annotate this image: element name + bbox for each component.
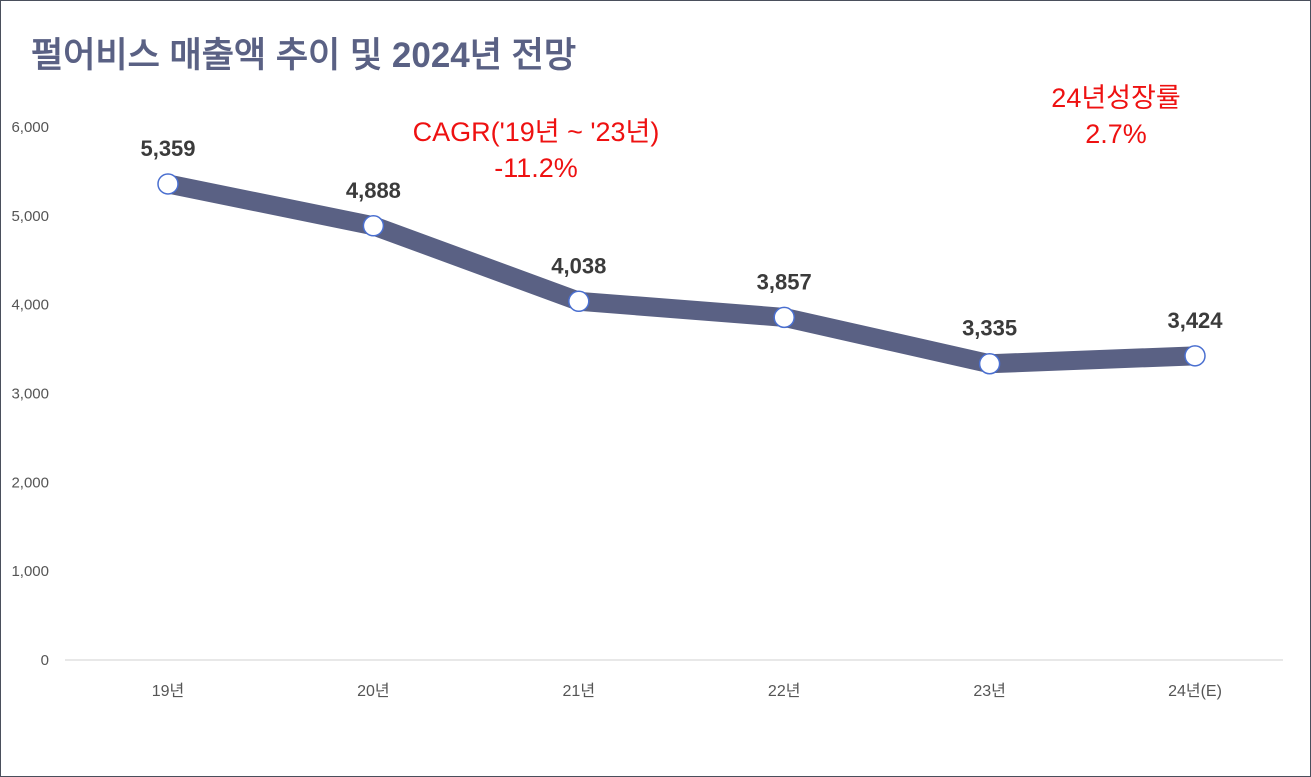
data-label: 3,857 [757, 269, 812, 294]
cagr-annotation-title: CAGR('19년 ~ '23년) [412, 117, 660, 147]
x-axis: 19년 20년 21년 22년 23년 24년(E) [152, 682, 1222, 700]
series-line [166, 174, 1196, 374]
data-point-marker [362, 215, 385, 237]
y-tick-label: 4,000 [11, 297, 49, 314]
x-tick-label: 22년 [768, 682, 801, 700]
data-label: 4,038 [551, 253, 606, 278]
y-tick-label: 2,000 [11, 474, 49, 491]
x-tick-label: 19년 [152, 682, 185, 700]
markers [157, 173, 1206, 375]
y-tick-label: 6,000 [11, 119, 49, 136]
growth-annotation-value: 2.7% [1085, 119, 1147, 149]
cagr-annotation: CAGR('19년 ~ '23년) -11.2% [386, 114, 686, 186]
x-tick-label: 21년 [563, 682, 596, 700]
x-tick-label: 20년 [357, 682, 390, 700]
y-axis: 0 1,000 2,000 3,000 4,000 5,000 6,000 [11, 119, 49, 669]
data-label: 5,359 [140, 136, 195, 161]
data-label: 4,888 [346, 178, 401, 203]
data-point-marker [157, 173, 179, 195]
data-point-marker [1184, 345, 1206, 367]
x-tick-label: 24년(E) [1168, 682, 1222, 700]
growth-annotation-title: 24년성장률 [1051, 83, 1181, 113]
data-labels: 5,359 4,888 4,038 3,857 3,335 3,424 [140, 136, 1223, 341]
data-point-marker [568, 290, 590, 313]
data-label: 3,335 [962, 316, 1017, 341]
growth-annotation: 24년성장률 2.7% [1011, 80, 1221, 152]
cagr-annotation-value: -11.2% [494, 153, 578, 183]
y-tick-label: 5,000 [11, 208, 49, 225]
y-tick-label: 0 [41, 652, 49, 669]
data-label: 3,424 [1167, 308, 1223, 333]
data-point-marker [978, 352, 1001, 375]
x-tick-label: 23년 [973, 682, 1006, 700]
chart-title: 펄어비스 매출액 추이 및 2024년 전망 [31, 36, 577, 75]
data-point-marker [773, 306, 795, 329]
y-tick-label: 3,000 [11, 386, 49, 403]
y-tick-label: 1,000 [11, 563, 49, 580]
